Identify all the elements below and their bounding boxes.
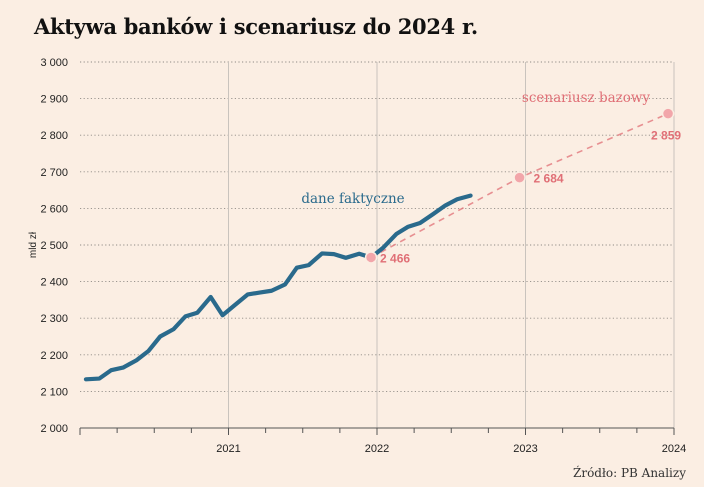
x-tick-label: 2022: [365, 443, 389, 455]
scenario-point: [513, 171, 526, 184]
y-tick-label: 2 400: [40, 277, 68, 289]
series-label-actual: dane faktyczne: [301, 191, 404, 207]
y-tick-label: 2 100: [40, 386, 68, 398]
y-tick-label: 3 000: [40, 57, 68, 69]
y-tick-label: 2 300: [40, 313, 68, 325]
y-tick-label: 2 700: [40, 167, 68, 179]
source-note: Źródło: PB Analizy: [573, 466, 686, 480]
actual-line: [83, 193, 473, 382]
series-label-scenario: scenariusz bazowy: [522, 90, 651, 106]
y-tick-label: 2 500: [40, 240, 68, 252]
scenario-value-label: 2 684: [534, 172, 564, 186]
y-tick-label: 2 800: [40, 130, 68, 142]
x-tick-label: 2023: [513, 443, 537, 455]
x-tick-label: 2024: [662, 443, 686, 455]
x-tick-label: 2021: [216, 443, 240, 455]
scenario-value-label: 2 859: [651, 129, 681, 143]
chart-title: Aktywa banków i scenariusz do 2024 r.: [34, 14, 478, 39]
scenario-point: [364, 251, 378, 264]
y-tick-label: 2 600: [40, 203, 68, 215]
scenario-value-label: 2 466: [380, 251, 410, 265]
y-tick-label: 2 200: [40, 350, 68, 362]
y-tick-label: 2 000: [40, 423, 68, 435]
y-axis-label: mld zł: [28, 231, 39, 258]
scenario-point: [661, 107, 675, 120]
y-tick-label: 2 900: [40, 94, 68, 106]
